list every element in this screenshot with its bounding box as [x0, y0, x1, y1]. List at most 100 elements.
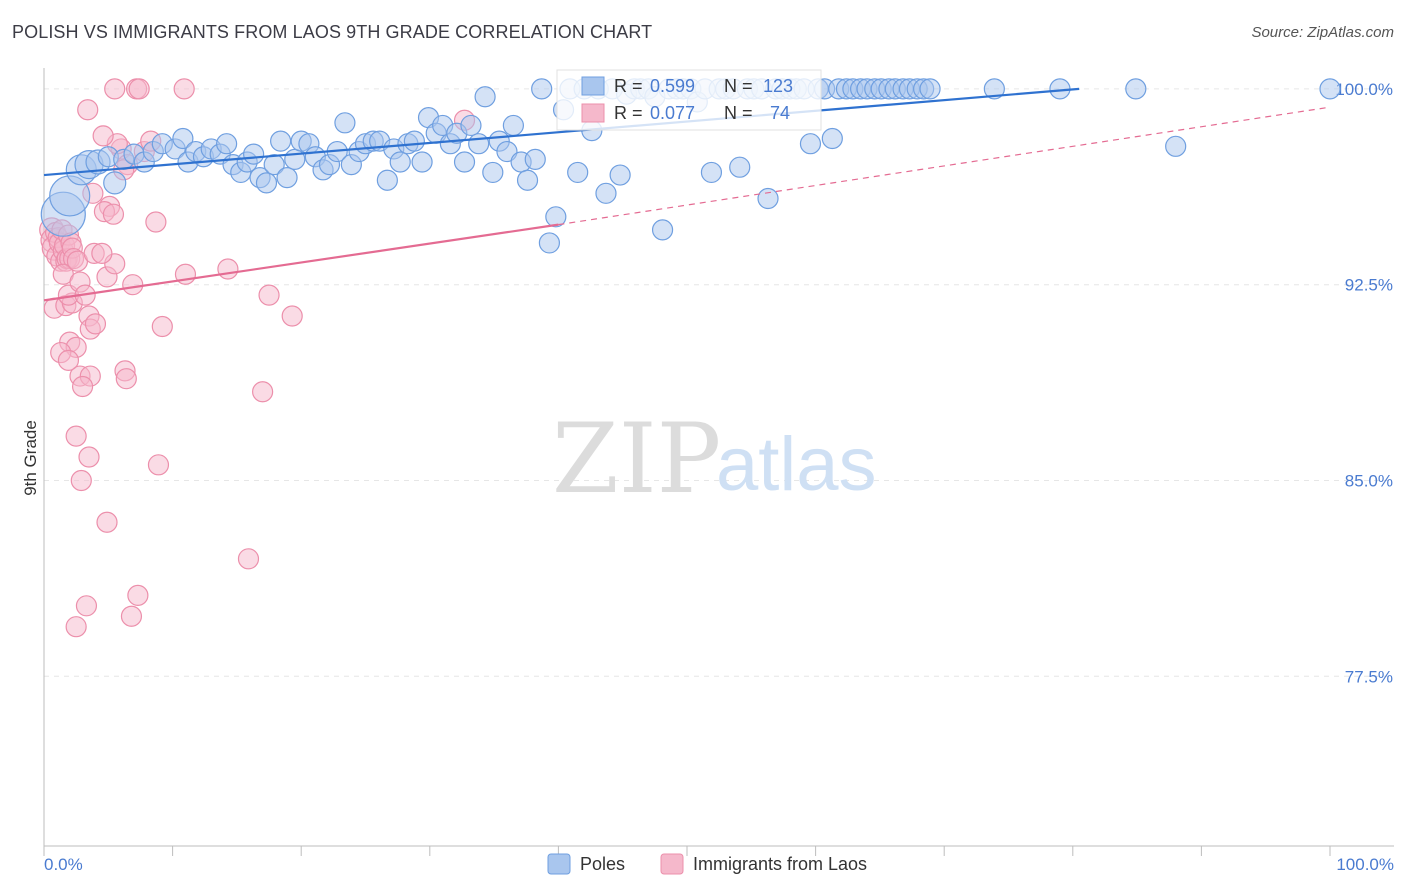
point-poles-29 — [284, 148, 306, 170]
point-poles-19 — [216, 133, 238, 155]
stats-r-label-laos: R = — [614, 103, 643, 123]
point-poles-26 — [263, 153, 285, 176]
point-poles-63 — [524, 148, 546, 170]
point-poles-28 — [276, 167, 298, 189]
point-poles-59 — [496, 140, 518, 163]
y-tick-label-2: 85.0% — [1345, 471, 1393, 490]
point-laos-49 — [258, 284, 280, 306]
point-poles-73 — [595, 182, 617, 204]
point-laos-48 — [252, 381, 274, 403]
stats-swatch-laos — [581, 103, 605, 123]
legend: Poles Immigrants from Laos — [547, 853, 867, 875]
point-laos-37 — [115, 368, 137, 390]
point-poles-13 — [172, 127, 194, 150]
watermark: ZIP atlas — [552, 403, 877, 515]
point-poles-36 — [334, 112, 356, 134]
point-poles-44 — [389, 151, 411, 173]
axes — [43, 68, 1394, 847]
point-poles-66 — [545, 206, 567, 228]
legend-swatch-poles — [547, 853, 571, 875]
trendline-laos-extension — [558, 106, 1331, 226]
point-poles-6 — [103, 171, 127, 195]
stats-r-value-poles: 0.599 — [650, 76, 695, 96]
y-tick-labels: 100.0% 92.5% 85.0% 77.5% — [1335, 80, 1393, 686]
watermark-atlas: atlas — [716, 422, 877, 507]
x-tick-label-max: 100.0% — [1336, 855, 1394, 874]
point-laos-42 — [65, 616, 87, 638]
legend-label-laos: Immigrants from Laos — [693, 854, 867, 874]
point-laos-72 — [91, 242, 113, 264]
point-laos-59 — [104, 78, 126, 100]
point-laos-44 — [120, 605, 143, 627]
point-laos-43 — [75, 595, 98, 617]
point-poles-120 — [983, 78, 1005, 100]
series-laos-points — [39, 78, 476, 638]
y-tick-label-3: 77.5% — [1345, 667, 1393, 686]
point-laos-70 — [122, 274, 144, 296]
trendlines — [43, 87, 1331, 302]
point-laos-28 — [84, 313, 107, 335]
point-poles-55 — [468, 133, 490, 155]
x-tick-label-min: 0.0% — [44, 855, 83, 874]
point-poles-53 — [453, 151, 476, 173]
point-poles-119 — [919, 78, 941, 100]
point-laos-58 — [77, 99, 99, 121]
point-laos-62 — [173, 78, 195, 100]
point-laos-51 — [237, 548, 260, 570]
point-laos-41 — [96, 511, 118, 533]
stats-n-label-poles: N = — [724, 76, 753, 96]
point-poles-81 — [651, 219, 674, 241]
point-poles-23 — [243, 143, 265, 165]
point-laos-52 — [147, 454, 170, 476]
stats-n-value-laos: 74 — [770, 103, 790, 123]
stats-n-value-poles: 123 — [763, 76, 793, 96]
point-poles-75 — [609, 164, 631, 186]
point-poles-57 — [482, 161, 504, 184]
point-laos-61 — [128, 78, 150, 100]
chart-source: Source: ZipAtlas.com — [1251, 24, 1394, 41]
point-laos-67 — [145, 211, 167, 233]
point-laos-34 — [57, 349, 80, 372]
point-poles-102 — [799, 133, 822, 155]
point-poles-65 — [538, 232, 560, 254]
stats-n-label-laos: N = — [724, 103, 753, 123]
point-poles-27 — [270, 130, 292, 152]
point-poles-47 — [411, 151, 433, 173]
point-poles-122 — [1125, 78, 1147, 100]
point-laos-47 — [217, 258, 239, 280]
legend-label-poles: Poles — [580, 854, 625, 874]
y-tick-label-0: 100.0% — [1335, 80, 1393, 99]
point-poles-60 — [502, 114, 524, 137]
point-poles-88 — [700, 161, 723, 184]
point-poles-96 — [757, 187, 779, 210]
trendline-poles — [43, 87, 1080, 177]
point-poles-92 — [729, 156, 751, 178]
point-poles-69 — [567, 161, 589, 184]
point-laos-39 — [78, 446, 100, 468]
point-poles-42 — [376, 169, 398, 191]
y-tick-label-1: 92.5% — [1345, 276, 1393, 295]
point-poles-54 — [460, 114, 482, 137]
watermark-zip: ZIP — [552, 403, 721, 515]
y-axis-label: 9th Grade — [21, 420, 40, 496]
point-laos-50 — [151, 315, 173, 338]
trendline-laos — [43, 223, 559, 302]
stats-box: R = 0.599 N = 123 R = 0.077 N = 74 — [556, 69, 822, 131]
point-poles-46 — [403, 130, 425, 152]
point-laos-57 — [92, 125, 114, 147]
point-laos-40 — [70, 469, 92, 492]
point-poles-123 — [1165, 135, 1187, 157]
point-poles-62 — [516, 169, 539, 191]
point-poles-64 — [531, 78, 553, 100]
point-laos-66 — [102, 203, 125, 225]
point-poles-56 — [474, 86, 496, 108]
legend-swatch-laos — [660, 853, 684, 875]
stats-r-label-poles: R = — [614, 76, 643, 96]
x-ticks — [43, 846, 1331, 856]
stats-swatch-poles — [581, 76, 605, 96]
point-poles-25 — [255, 172, 278, 194]
point-poles-105 — [821, 127, 843, 150]
point-laos-38 — [65, 425, 87, 447]
chart-title: POLISH VS IMMIGRANTS FROM LAOS 9TH GRADE… — [12, 22, 653, 42]
